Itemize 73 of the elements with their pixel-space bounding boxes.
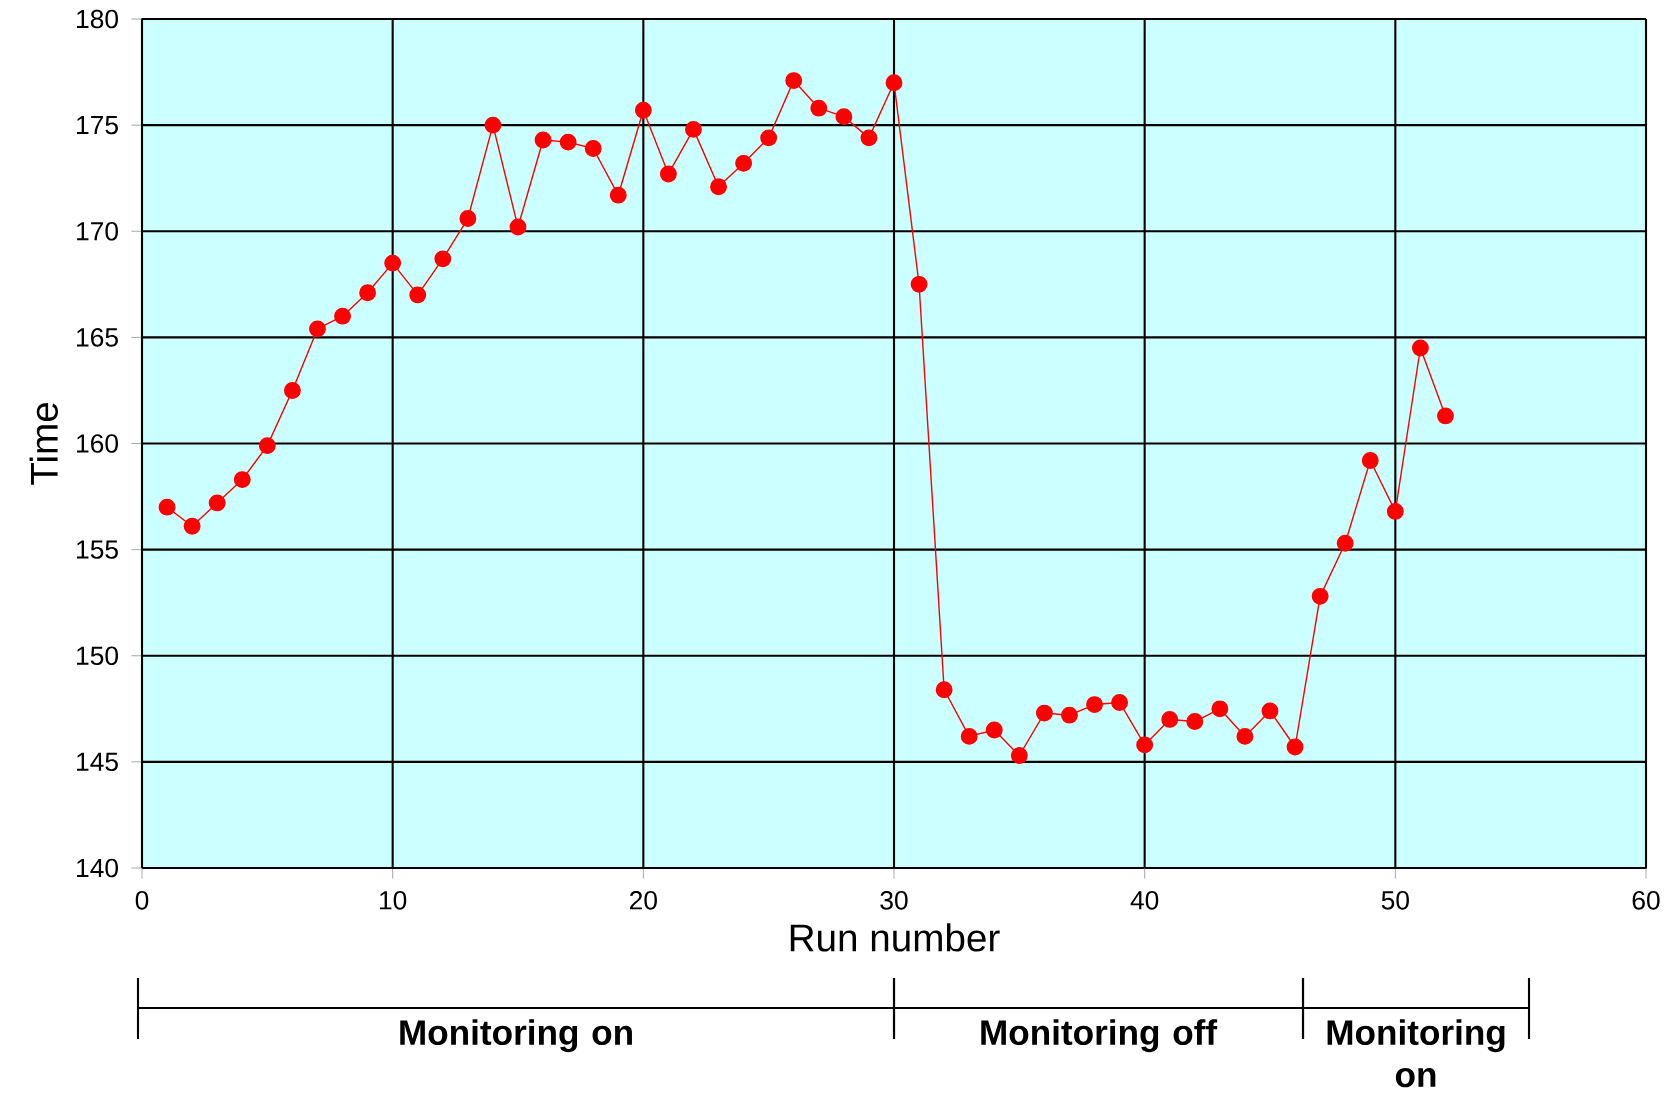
point: [1286, 738, 1304, 756]
point: [1437, 407, 1454, 425]
point: [960, 727, 978, 745]
point: [309, 320, 326, 338]
point: [233, 471, 251, 489]
x-tick-label: 60: [1632, 890, 1660, 910]
point: [985, 721, 1003, 739]
point: [760, 129, 778, 147]
point: [609, 186, 627, 204]
point: [1035, 704, 1053, 722]
point: [359, 284, 377, 302]
point: [559, 133, 577, 151]
x-tick-label: 10: [379, 890, 407, 910]
y-tick-label: 180: [77, 9, 118, 29]
y-tick-label: 170: [77, 221, 118, 241]
y-tick-label: 155: [77, 540, 118, 559]
point: [785, 72, 803, 89]
point: [1211, 700, 1229, 718]
point: [1361, 452, 1379, 469]
point: [910, 275, 928, 293]
y-tick-label: 140: [77, 858, 118, 878]
point: [183, 517, 201, 535]
y-axis-title: Time: [29, 402, 58, 485]
point: [534, 131, 552, 149]
point: [710, 178, 727, 196]
y-tick-label: 175: [77, 115, 118, 135]
y-tick-label: 150: [77, 646, 118, 666]
x-tick-label: 20: [630, 890, 657, 910]
point: [935, 681, 953, 699]
y-tick-label: 145: [77, 752, 118, 772]
x-tick-label: 30: [880, 890, 908, 910]
point: [659, 165, 677, 183]
point: [509, 218, 527, 236]
text: Monitoring on: [1327, 1019, 1505, 1088]
point: [835, 108, 853, 126]
point: [409, 286, 427, 304]
point: [1236, 727, 1254, 745]
point: [1111, 694, 1129, 711]
point: [1186, 713, 1204, 730]
point: [1161, 710, 1179, 728]
y-tick-label: 160: [77, 434, 118, 453]
point: [634, 101, 652, 119]
x-tick-label: 0: [135, 890, 149, 910]
point: [283, 382, 301, 399]
point: [1336, 534, 1354, 552]
point: [735, 154, 753, 172]
point: [1136, 736, 1154, 754]
point: [860, 129, 878, 147]
point: [158, 498, 176, 516]
point: [1411, 339, 1429, 357]
point: [1311, 587, 1329, 605]
x-tick-label: 40: [1130, 890, 1159, 910]
point: [459, 210, 477, 227]
point: [810, 99, 828, 117]
x-axis-title: Run number: [790, 923, 1000, 952]
text: Monitoring off: [981, 1019, 1218, 1053]
point: [1261, 702, 1279, 720]
x-tick-label: 50: [1381, 890, 1409, 910]
point: [584, 140, 602, 157]
point: [885, 74, 903, 92]
text: Monitoring on: [400, 1019, 632, 1053]
point: [1061, 706, 1078, 724]
y-tick-label: 165: [77, 328, 118, 347]
point: [685, 120, 702, 138]
point: [1086, 696, 1103, 714]
point: [1386, 502, 1404, 520]
point: [434, 250, 452, 268]
point: [1010, 747, 1028, 764]
point: [384, 254, 402, 272]
point: [334, 307, 351, 325]
point: [484, 116, 502, 134]
point: [208, 494, 226, 512]
point: [258, 437, 276, 455]
